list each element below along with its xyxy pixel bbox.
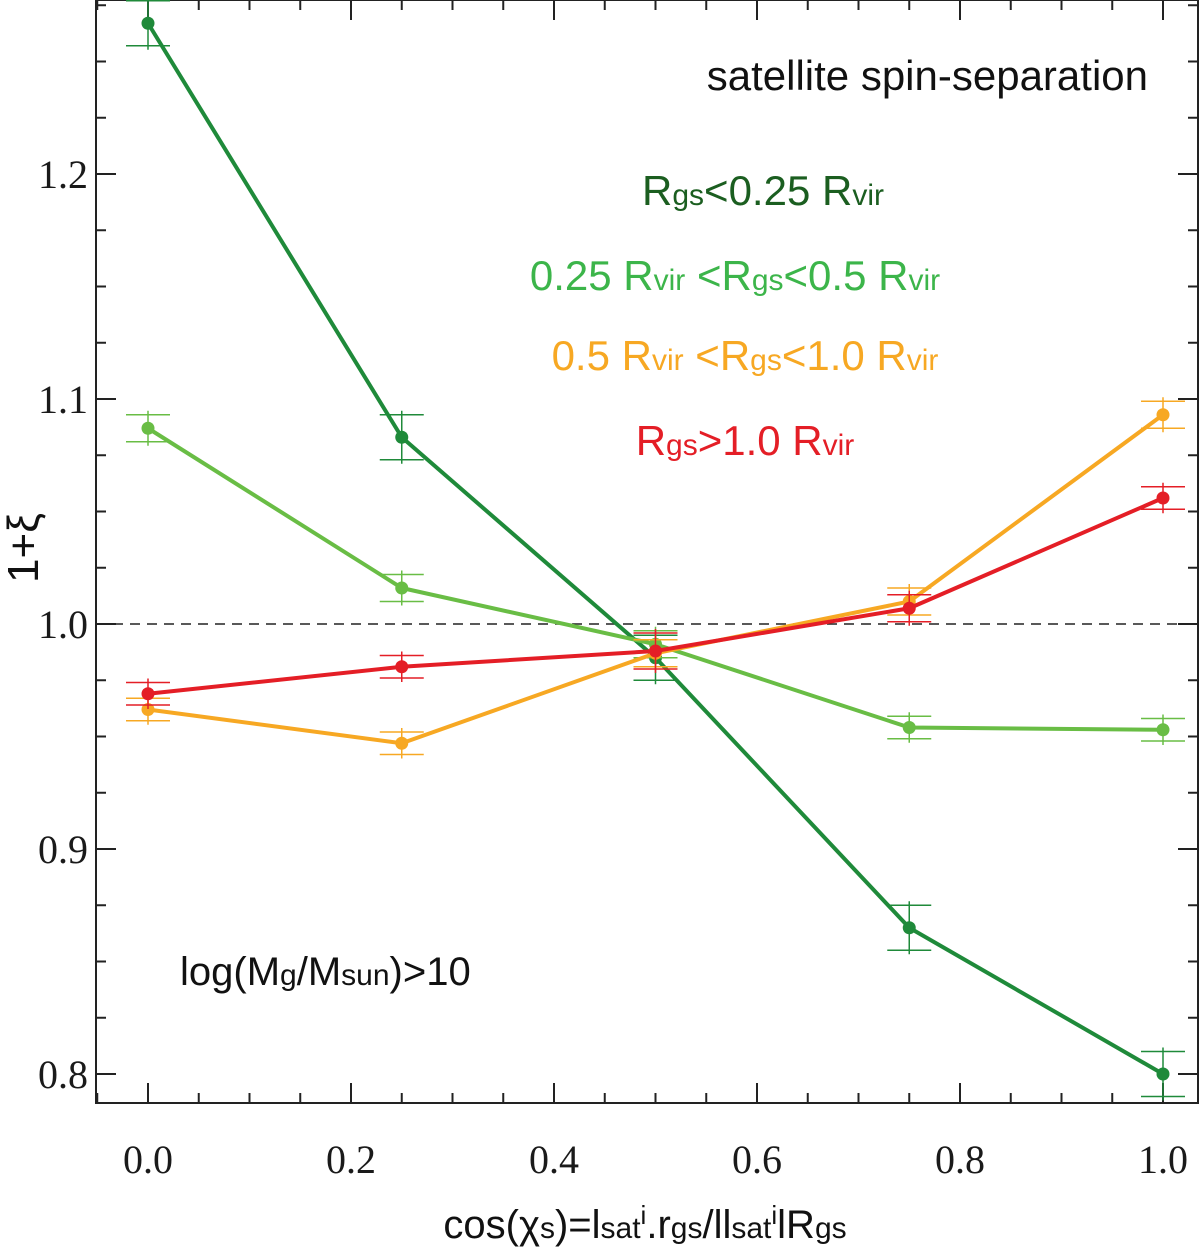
data-point xyxy=(649,644,662,658)
series-3 xyxy=(126,482,1185,709)
data-point xyxy=(395,430,409,444)
data-point xyxy=(395,581,409,595)
data-point xyxy=(1156,1067,1170,1081)
data-point xyxy=(141,703,155,716)
plot-frame xyxy=(95,0,1199,1104)
series-line xyxy=(146,426,1164,732)
x-tick-label: 1.0 xyxy=(1138,1137,1188,1182)
data-point xyxy=(395,736,409,750)
series-group xyxy=(126,0,1185,1101)
data-point xyxy=(1156,491,1170,505)
x-axis-label: cos(χs)=lsati.rgs/llsatilRgs xyxy=(443,1200,846,1247)
y-tick-label: 0.8 xyxy=(38,1052,88,1097)
x-tick-label: 0.4 xyxy=(529,1137,579,1182)
legend-entry-3: Rgs>1.0 Rvir xyxy=(636,417,855,464)
data-point xyxy=(141,421,155,435)
data-point xyxy=(1156,723,1170,737)
mass-annotation: log(Mg/Msun)>10 xyxy=(180,950,471,994)
legend-entry-1: 0.25 Rvir <Rgs<0.5 Rvir xyxy=(530,252,940,299)
axis-ticks: 0.0 0.2 0.4 0.6 0.8 1.0 0.8 0.9 1.0 1.1 1.2 xyxy=(38,0,1198,1182)
x-tick-label: 0.6 xyxy=(732,1137,782,1182)
data-point xyxy=(902,721,916,734)
series-line xyxy=(147,413,1165,746)
data-point xyxy=(1156,408,1170,422)
legend-entry-2: 0.5 Rvir <Rgs<1.0 Rvir xyxy=(552,332,939,379)
data-point xyxy=(141,687,155,701)
x-tick-label: 0.8 xyxy=(935,1137,985,1182)
y-tick-label: 1.0 xyxy=(38,602,88,647)
x-tick-label: 0.2 xyxy=(326,1137,376,1182)
data-point xyxy=(141,16,155,30)
y-tick-label: 0.9 xyxy=(38,827,88,872)
data-point xyxy=(395,660,409,674)
y-axis-label: 1+ξ xyxy=(0,513,48,583)
data-point xyxy=(902,921,916,935)
legend-entry-0: Rgs<0.25 Rvir xyxy=(642,167,884,214)
chart-title: satellite spin-separation xyxy=(707,52,1148,99)
x-tick-label: 0.0 xyxy=(123,1137,173,1182)
series-0 xyxy=(126,0,1185,1101)
y-tick-label: 1.1 xyxy=(38,377,88,422)
y-tick-label: 1.2 xyxy=(38,152,88,197)
data-point xyxy=(902,601,916,615)
